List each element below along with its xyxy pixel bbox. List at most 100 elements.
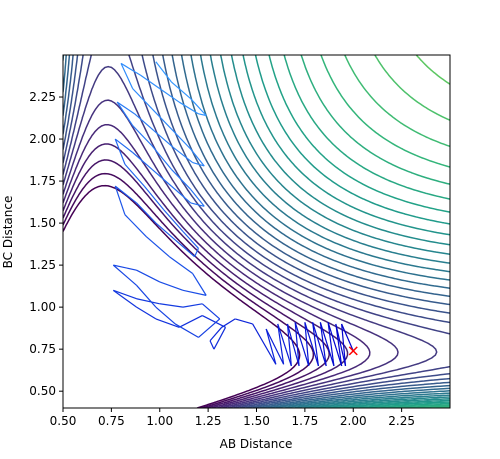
trajectory-segment (190, 202, 205, 207)
trajectory-segment (170, 185, 192, 204)
trajectory-segment (151, 168, 172, 187)
trajectory-segment (192, 162, 205, 167)
trajectory-segment (155, 222, 176, 241)
trajectory-segment (153, 130, 174, 148)
trajectory-segment (190, 189, 205, 207)
trajectory-segment (120, 62, 141, 76)
trajectory-segment (190, 148, 205, 167)
trajectory-segment (151, 145, 172, 170)
x-tick-label: 1.00 (146, 414, 173, 428)
trajectory-segment (172, 146, 194, 164)
y-axis-ticks: 0.50 0.75 1.00 1.25 1.50 1.75 2.00 2.25 (29, 90, 63, 398)
trajectory-segment (159, 88, 180, 103)
trajectory (112, 61, 354, 367)
contour-line (63, 65, 438, 408)
x-tick-label: 2.00 (340, 414, 367, 428)
y-tick-label: 1.50 (29, 216, 56, 230)
trajectory-segment (124, 214, 147, 237)
trajectory-segment (155, 306, 176, 325)
trajectory-segment (163, 209, 184, 232)
trajectory-segment (198, 113, 207, 117)
contour-line (63, 172, 315, 408)
trajectory-segment (194, 248, 199, 257)
trajectory-segment (155, 61, 172, 83)
trajectory-segment (112, 289, 137, 308)
y-axis-label: BC Distance (1, 196, 15, 269)
trajectory-segment (209, 340, 215, 350)
trajectory-segment (178, 101, 199, 115)
trajectory-segment (341, 323, 354, 352)
trajectory-segment (155, 318, 180, 328)
trajectory-segment (159, 281, 184, 291)
trajectory-segment (143, 185, 165, 211)
trajectory-segment (277, 323, 292, 367)
trajectory-segment (136, 284, 157, 308)
contour-line (219, 55, 450, 408)
trajectory-segment (174, 239, 195, 258)
x-tick-label: 1.50 (243, 414, 270, 428)
trajectory-segment (132, 88, 153, 110)
y-tick-label: 0.75 (29, 342, 56, 356)
trajectory-segment (201, 303, 221, 320)
trajectory-segment (178, 315, 203, 328)
trajectory-segment (304, 322, 310, 367)
trajectory-segment (113, 289, 137, 300)
trajectory-segment (213, 327, 227, 350)
trajectory-segment (319, 322, 327, 367)
trajectory-segment (235, 318, 253, 325)
trajectory-segment (120, 63, 134, 89)
trajectory-segment (265, 328, 277, 365)
trajectory-segment (319, 322, 335, 367)
x-tick-label: 0.50 (50, 414, 77, 428)
trajectory-segment (312, 322, 327, 367)
y-tick-label: 2.25 (29, 90, 56, 104)
x-axis-label: AB Distance (220, 437, 293, 451)
trajectory-segment (132, 152, 153, 170)
trajectory-segment (136, 298, 160, 305)
trajectory-segment (182, 231, 199, 249)
trajectory-segment (190, 98, 207, 116)
trajectory-segment (170, 81, 192, 100)
x-tick-label: 2.25 (388, 414, 415, 428)
start-marker (348, 346, 358, 356)
trajectory-segment (327, 322, 335, 367)
trajectory-segment (136, 269, 161, 283)
trajectory-segment (114, 138, 126, 165)
trajectory-segment (304, 322, 319, 367)
contour-line (300, 55, 450, 408)
contour-line (415, 55, 450, 85)
trajectory-segment (136, 202, 157, 224)
trajectory-segment (145, 236, 170, 258)
trajectory-segment (140, 74, 161, 90)
trajectory-segment (202, 315, 226, 328)
y-tick-label: 1.00 (29, 300, 56, 314)
trajectory-segment (136, 306, 157, 320)
trajectory-segment (124, 163, 145, 187)
contour-line (254, 55, 450, 408)
contour-line (63, 123, 371, 408)
x-tick-label: 1.75 (292, 414, 319, 428)
trajectory-segment (132, 125, 153, 147)
trajectory-segment (151, 108, 172, 130)
x-tick-label: 0.75 (98, 414, 125, 428)
contour-line (242, 55, 450, 408)
trajectory-segment (114, 185, 126, 215)
trajectory-segment (286, 323, 292, 367)
y-tick-label: 1.25 (29, 258, 56, 272)
trajectory-segment (286, 323, 300, 367)
trajectory-segment (174, 323, 199, 338)
trajectory-segment (198, 318, 221, 338)
trajectory-segment (112, 264, 137, 286)
trajectory-segment (170, 168, 192, 190)
trajectory-segment (335, 323, 347, 367)
trajectory-segment (341, 323, 347, 367)
trajectory-segment (335, 323, 343, 367)
contour-line (374, 55, 450, 121)
trajectory-segment (114, 185, 137, 204)
x-axis-ticks: 0.50 0.75 1.00 1.25 1.50 1.75 2.00 2.25 (50, 408, 415, 428)
trajectory-segment (277, 323, 285, 365)
trajectory-segment (169, 256, 193, 275)
trajectory-segment (294, 322, 310, 367)
trajectory-segment (134, 113, 155, 132)
